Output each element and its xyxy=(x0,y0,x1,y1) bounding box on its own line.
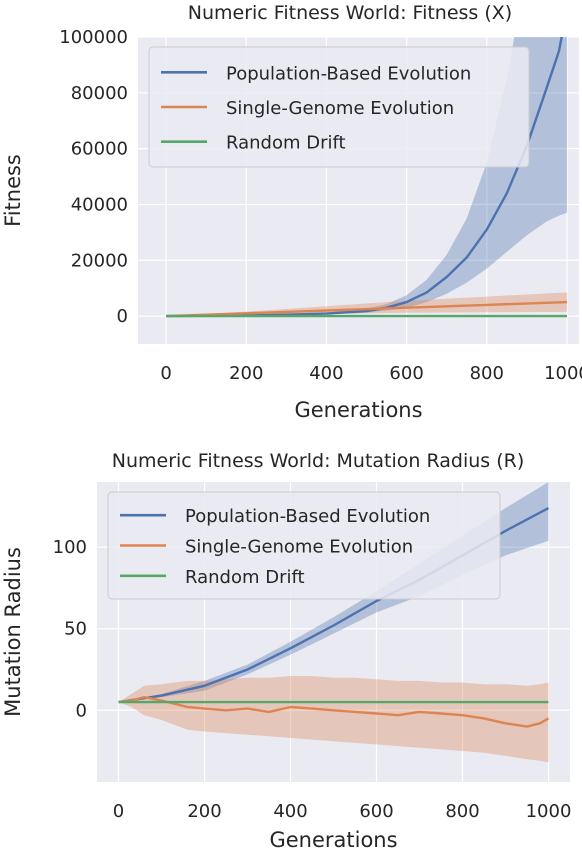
y-tick-label: 100 xyxy=(53,537,87,558)
legend-label-2: Single-Genome Evolution xyxy=(226,98,454,119)
legend-label-3: Random Drift xyxy=(185,567,305,588)
y-axis-label: Mutation Radius xyxy=(1,547,25,717)
y-tick-label: 60000 xyxy=(71,139,128,160)
y-tick-label: 0 xyxy=(76,700,87,721)
series-band-1 xyxy=(166,37,567,317)
chart-title: Numeric Fitness World: Mutation Radius (… xyxy=(112,450,525,472)
x-tick-label: 800 xyxy=(445,801,479,822)
legend-box xyxy=(107,491,501,600)
series-band-2 xyxy=(166,292,567,317)
y-tick-label: 100000 xyxy=(59,27,128,48)
chart-1: 0 200 400 600 800 1000 0 20000 40000 60000 80000 10… xyxy=(1,2,582,422)
y-tick-label: 40000 xyxy=(71,194,128,215)
y-axis-label: Fitness xyxy=(1,154,25,227)
chart-title: Numeric Fitness World: Fitness (X) xyxy=(188,2,512,24)
x-tick-label: 800 xyxy=(470,363,504,384)
x-tick-label: 200 xyxy=(187,801,221,822)
y-tick-label: 0 xyxy=(117,306,128,327)
y-tick-label: 80000 xyxy=(71,83,128,104)
chart-2: 0 200 400 600 800 1000 0 50 100 Numeric Fitness W… xyxy=(1,450,571,852)
x-tick-label: 400 xyxy=(273,801,307,822)
x-tick-label: 0 xyxy=(160,363,171,384)
x-axis-label: Generations xyxy=(294,398,422,422)
legend-box xyxy=(148,46,530,168)
y-tick-label: 50 xyxy=(64,619,87,640)
x-tick-label: 600 xyxy=(389,363,423,384)
legend-label-1: Population-Based Evolution xyxy=(226,63,471,84)
x-tick-label: 0 xyxy=(113,801,124,822)
legend: Population-Based Evolution Single-Genome … xyxy=(148,46,530,168)
legend-label-1: Population-Based Evolution xyxy=(185,506,430,527)
x-tick-label: 1000 xyxy=(526,801,572,822)
x-tick-label: 200 xyxy=(229,363,263,384)
y-tick-label: 20000 xyxy=(71,250,128,271)
x-tick-label: 1000 xyxy=(544,363,582,384)
x-axis-label: Generations xyxy=(269,828,397,852)
legend-label-3: Random Drift xyxy=(226,133,346,154)
x-tick-label: 600 xyxy=(359,801,393,822)
legend: Population-Based Evolution Single-Genome … xyxy=(107,491,501,600)
series-band-2 xyxy=(118,676,549,763)
x-tick-label: 400 xyxy=(309,363,343,384)
plot-area xyxy=(166,37,568,318)
legend-label-2: Single-Genome Evolution xyxy=(185,537,413,558)
series-line-2 xyxy=(166,300,568,318)
